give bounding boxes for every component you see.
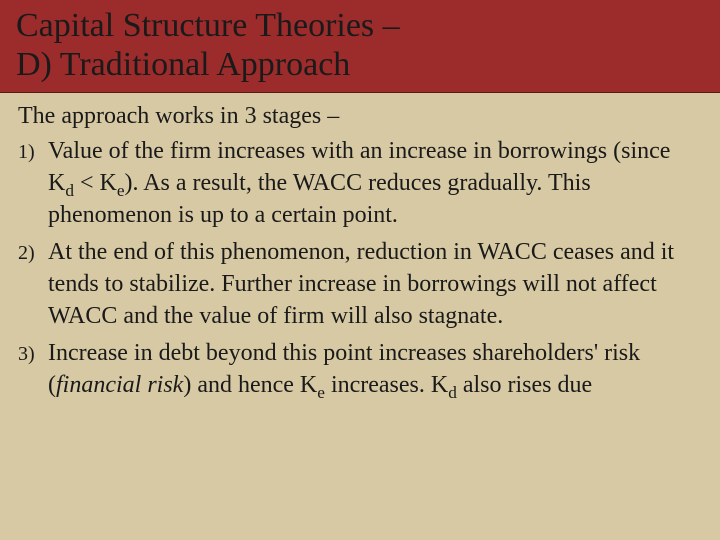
list-item-text: Increase in debt beyond this point incre… [48,338,702,401]
list-item: 2) At the end of this phenomenon, reduct… [18,237,702,332]
intro-text: The approach works in 3 stages – [18,101,702,132]
list-marker: 3) [18,338,48,368]
list-item: 1) Value of the firm increases with an i… [18,136,702,231]
list-marker: 2) [18,237,48,267]
slide-title: Capital Structure Theories – D) Traditio… [16,6,704,84]
title-line-1: Capital Structure Theories – [16,7,400,44]
slide-body: The approach works in 3 stages – 1) Valu… [0,93,720,408]
slide: Capital Structure Theories – D) Traditio… [0,0,720,540]
list-item-text: Value of the firm increases with an incr… [48,136,702,231]
title-bar: Capital Structure Theories – D) Traditio… [0,0,720,93]
title-line-2: D) Traditional Approach [16,46,350,83]
list-marker: 1) [18,136,48,166]
list-item-text: At the end of this phenomenon, reduction… [48,237,702,332]
list-item: 3) Increase in debt beyond this point in… [18,338,702,401]
